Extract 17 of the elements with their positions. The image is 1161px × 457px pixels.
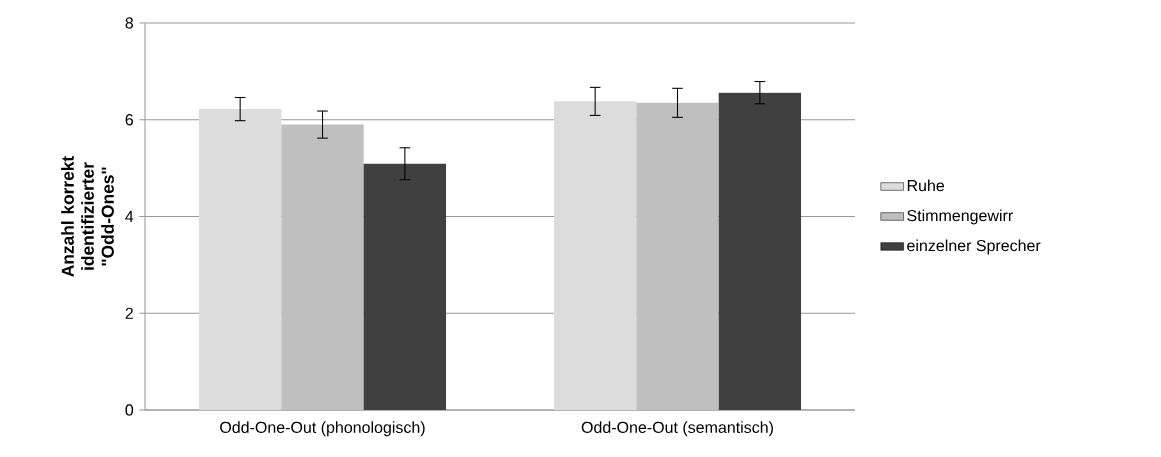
y-tick-label: 8 <box>125 17 134 29</box>
x-tick-label: Odd-One-Out (phonologisch) <box>220 421 425 437</box>
bar <box>198 109 282 410</box>
bar <box>636 102 719 410</box>
bar <box>363 163 447 410</box>
legend-label: Stimmengewirr <box>907 209 1013 225</box>
y-tick-label: 4 <box>125 211 134 222</box>
x-tick-label: Odd-One-Out (semantisch) <box>581 421 773 437</box>
y-axis-title: Anzahl korrekt identifizierter "Odd-Ones" <box>61 156 114 277</box>
legend-label: einzelner Sprecher <box>907 239 1041 255</box>
bar <box>718 92 802 410</box>
bar <box>553 101 637 410</box>
y-tick-label: 6 <box>125 114 134 126</box>
y-tick-label: 2 <box>125 307 133 319</box>
bar <box>281 124 364 410</box>
legend-label: Ruhe <box>907 179 945 192</box>
y-tick-label: 0 <box>125 404 134 416</box>
